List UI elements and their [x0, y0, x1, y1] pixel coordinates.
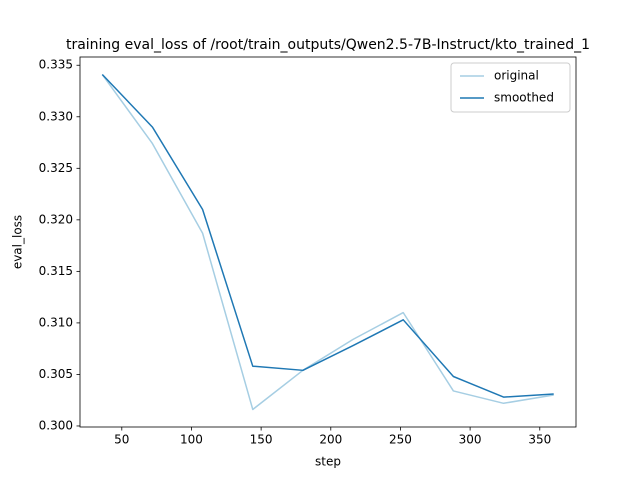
- y-tick-label: 0.335: [39, 58, 73, 72]
- y-tick-label: 0.320: [39, 212, 73, 226]
- y-tick-label: 0.330: [39, 109, 73, 123]
- y-tick-label: 0.305: [39, 367, 73, 381]
- y-axis-label: eval_loss: [11, 215, 25, 269]
- x-tick-label: 150: [250, 433, 273, 447]
- line-series: [101, 74, 554, 398]
- axes-frame: [79, 56, 577, 428]
- chart-title: training eval_loss of /root/train_output…: [66, 37, 590, 53]
- y-tick-label: 0.325: [39, 161, 73, 175]
- y-tick-label: 0.300: [39, 418, 73, 432]
- x-tick-label: 50: [114, 433, 129, 447]
- line-series: [101, 74, 554, 411]
- legend-label: original: [494, 69, 539, 83]
- x-tick-label: 350: [528, 433, 551, 447]
- x-tick-label: 200: [319, 433, 342, 447]
- x-tick-label: 250: [389, 433, 412, 447]
- y-tick-label: 0.310: [39, 315, 73, 329]
- legend-label: smoothed: [494, 91, 554, 105]
- x-axis-label: step: [315, 455, 341, 469]
- y-tick-label: 0.315: [39, 264, 73, 278]
- x-tick-label: 100: [180, 433, 203, 447]
- x-tick-label: 300: [459, 433, 482, 447]
